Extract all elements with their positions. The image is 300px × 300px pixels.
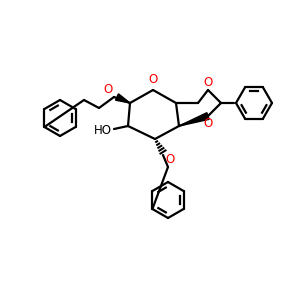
Text: HO: HO — [94, 124, 112, 136]
Text: O: O — [148, 73, 158, 86]
Text: O: O — [165, 153, 174, 166]
Text: O: O — [104, 83, 113, 96]
Text: O: O — [203, 76, 213, 89]
Polygon shape — [179, 113, 209, 126]
Text: O: O — [203, 117, 213, 130]
Polygon shape — [116, 94, 130, 103]
